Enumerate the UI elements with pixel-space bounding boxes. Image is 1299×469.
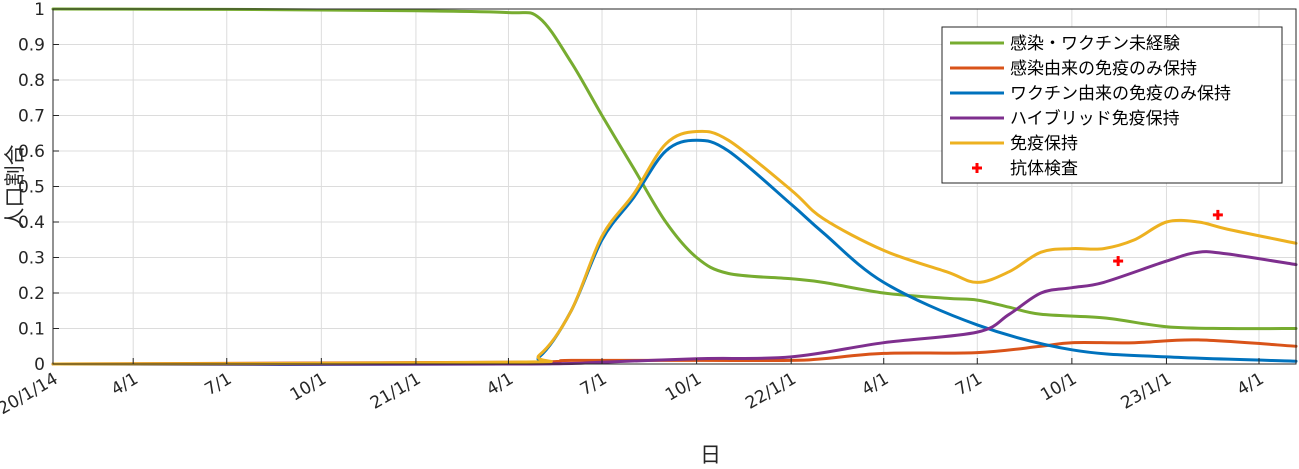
legend-entry-label: 免疫保持 [1010,134,1078,154]
y-tick-label: 0.7 [18,107,45,127]
legend-entry-label: ハイブリッド免疫保持 [1010,108,1180,129]
antibody-test-markers [1113,209,1223,267]
legend-box [941,26,1283,184]
y-tick-label: 0 [34,355,45,375]
y-tick-label: 0.8 [18,71,45,91]
series-line-5 [51,129,1298,366]
y-tick-label: 0.9 [18,36,45,56]
y-tick-label: 0.1 [18,320,45,340]
legend-marker-swatch [972,163,982,173]
antibody-test-marker [1212,209,1223,220]
legend: 感染・ワクチン未経験感染由来の免疫のみ保持ワクチン由来の免疫のみ保持ハイブリッド… [941,26,1283,184]
y-tick-label: 1 [34,0,45,20]
y-tick-label: 0.3 [18,249,45,269]
antibody-test-marker [1113,256,1124,267]
y-tick-label: 0.5 [18,178,45,198]
y-tick-label: 0.6 [18,142,45,162]
legend-entry-label: 感染・ワクチン未経験 [1010,34,1180,54]
legend-entry-label: 抗体検査 [1010,159,1078,179]
legend-entry-label: 感染由来の免疫のみ保持 [1010,59,1197,79]
legend-entry-label: ワクチン由来の免疫のみ保持 [1010,84,1231,104]
series-layer [51,7,1298,367]
y-tick-label: 0.4 [18,213,45,233]
series-line-1 [51,7,1298,331]
y-axis-label: 人口割合 [3,145,27,229]
y-tick-label: 0.2 [18,284,45,304]
y-axis-ticks: 0 0.1 0.2 0.3 0.4 0.5 0.6 0.7 0.8 0.9 1 [18,0,59,375]
x-axis-label: 日 [700,443,721,467]
